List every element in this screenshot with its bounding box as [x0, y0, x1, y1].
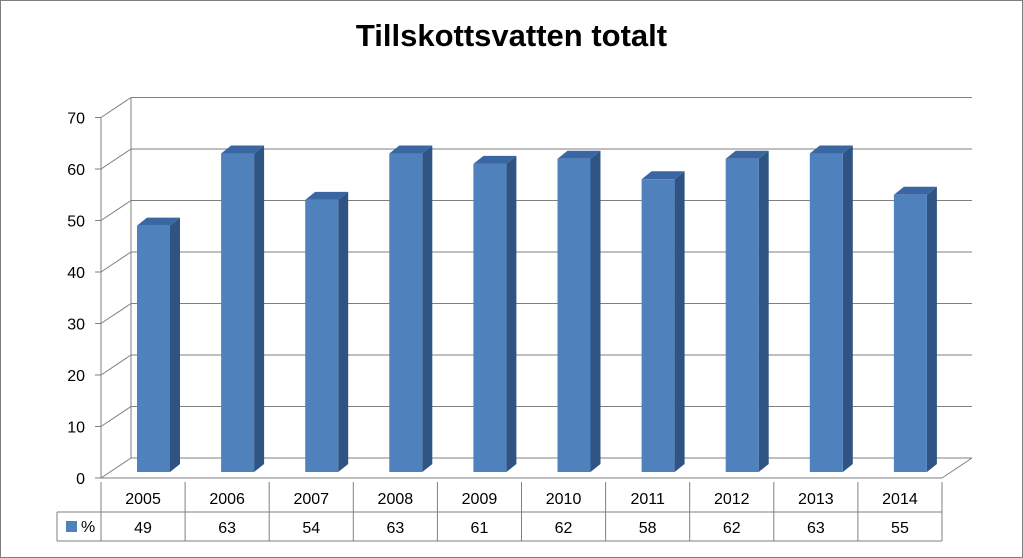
y-tick-label: 70 [67, 111, 85, 128]
x-tick-label: 2014 [882, 491, 918, 508]
data-label: 62 [723, 520, 741, 537]
x-tick-label: 2007 [293, 491, 329, 508]
bar [725, 158, 759, 472]
bar-top [137, 217, 180, 226]
gridline-side [100, 354, 132, 376]
bar [473, 163, 507, 472]
y-tick-label: 30 [67, 317, 85, 334]
y-tick-label: 40 [67, 265, 85, 282]
bar-side [422, 145, 433, 473]
bar-side [170, 217, 180, 472]
bar-top [641, 171, 685, 180]
x-tick-label: 2011 [630, 491, 665, 508]
bar [389, 153, 423, 473]
x-tick-label: 2013 [798, 491, 834, 508]
bar-side [758, 150, 769, 472]
bar-top [473, 155, 517, 164]
bar [641, 179, 675, 473]
data-label: 58 [639, 520, 657, 537]
x-tick-label: 2006 [209, 491, 245, 508]
gridline-side [100, 406, 132, 427]
bar-side [590, 150, 601, 472]
data-label: 63 [386, 520, 404, 537]
bar-side [254, 145, 265, 473]
x-tick-label: 2009 [462, 491, 498, 508]
bar-side [674, 171, 685, 473]
gridline-side [100, 251, 132, 273]
bar [305, 199, 339, 472]
gridline-side [100, 457, 132, 479]
data-label: 61 [471, 520, 489, 537]
y-tick-label: 10 [67, 420, 85, 437]
bar-top [893, 186, 937, 195]
data-label: 55 [891, 520, 909, 537]
y-tick-label: 60 [67, 162, 85, 179]
bar [893, 194, 927, 472]
bar [137, 225, 170, 472]
bar-top [557, 150, 601, 159]
bar [809, 153, 843, 473]
legend-swatch [66, 521, 77, 532]
chart-title: Tillskottsvatten totalt [355, 18, 668, 53]
bar-side [926, 186, 937, 472]
bar-side [338, 191, 349, 472]
bar-side [506, 155, 517, 472]
gridline-side [100, 148, 132, 170]
data-label: 49 [134, 520, 152, 537]
floor-right-edge [941, 457, 973, 479]
bar-top [389, 145, 433, 154]
x-tick-label: 2008 [378, 491, 414, 508]
y-tick-label: 50 [67, 214, 85, 231]
bar [557, 158, 591, 472]
bar-top [809, 145, 853, 154]
bar [221, 153, 255, 473]
bar-top [221, 145, 265, 154]
data-label: 63 [807, 520, 825, 537]
x-tick-label: 2010 [546, 491, 582, 508]
x-tick-label: 2012 [714, 491, 750, 508]
data-label: 54 [302, 520, 320, 537]
y-tick-label: 0 [76, 471, 85, 488]
gridline-side [100, 200, 132, 221]
legend-label: % [81, 519, 95, 536]
gridline-side [100, 303, 132, 324]
bar-top [305, 191, 349, 200]
bar-side [842, 145, 853, 473]
gridline-side [100, 97, 132, 118]
y-tick-label: 20 [67, 368, 85, 385]
data-label: 62 [555, 520, 573, 537]
bar-top [725, 150, 769, 159]
x-tick-label: 2005 [125, 491, 161, 508]
data-label: 63 [218, 520, 236, 537]
